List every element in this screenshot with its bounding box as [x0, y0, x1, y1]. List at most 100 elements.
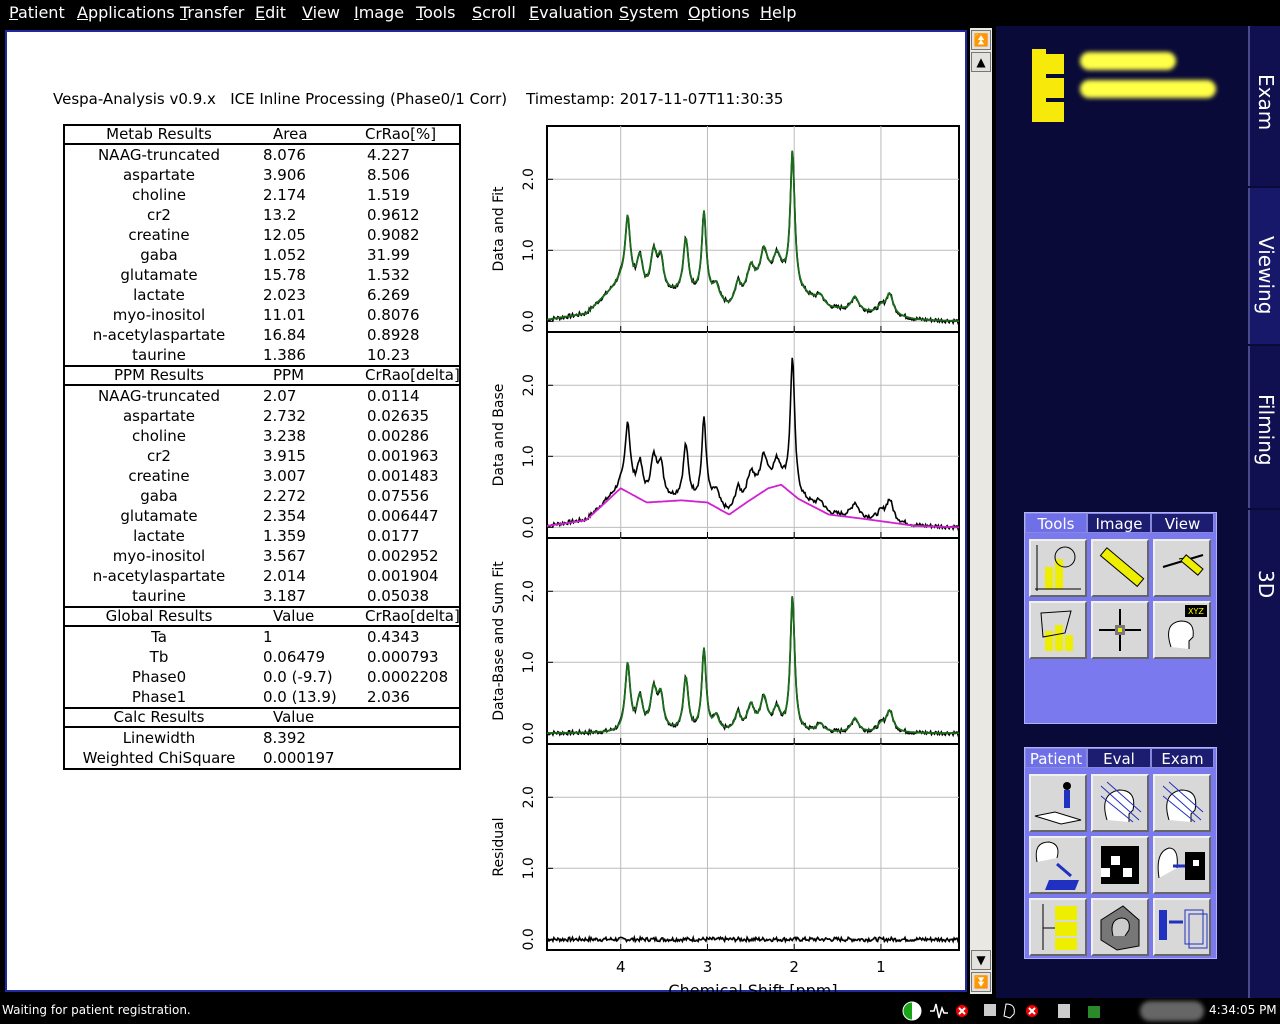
panel-tab-tools[interactable]: Tools — [1025, 513, 1087, 533]
table-section-header: Metab Results Area CrRao[%] — [65, 125, 459, 145]
menu-edit[interactable]: Edit — [255, 3, 286, 22]
exam-explorer-icon — [1162, 781, 1204, 823]
y-tick-label: 2.0 — [521, 374, 537, 396]
menu-patient[interactable]: Patient — [9, 3, 65, 22]
table-cell: myo-inositol — [112, 306, 206, 324]
menu-scroll[interactable]: Scroll — [472, 3, 516, 22]
table-cell: NAAG-truncated — [97, 387, 221, 405]
y-tick-label: 0.0 — [521, 310, 537, 332]
menu-image[interactable]: Image — [354, 3, 405, 22]
column-header: Global Results — [105, 607, 213, 625]
menu-view[interactable]: View — [302, 3, 340, 22]
table-cell: n-acetylaspartate — [92, 567, 226, 585]
angle-button[interactable] — [1153, 539, 1211, 597]
folder-tree-icon — [1042, 904, 1077, 950]
folder-tree-button[interactable] — [1029, 898, 1087, 956]
patient-registration-button[interactable] — [1029, 774, 1087, 832]
distance-button[interactable] — [1091, 539, 1149, 597]
transfer-button[interactable] — [1153, 898, 1211, 956]
panel-tab-view[interactable]: View — [1151, 513, 1214, 533]
y-tick-label: 1.0 — [521, 239, 537, 261]
y-axis-label: Residual — [491, 817, 507, 876]
menu-evaluation[interactable]: Evaluation — [529, 3, 614, 22]
patient-panel: Patient Eval Exam — [1024, 747, 1217, 959]
y-tick-label: 2.0 — [521, 168, 537, 190]
scroll-bottom-button[interactable]: ⏬ — [971, 972, 991, 992]
y-tick-label: 1.0 — [521, 651, 537, 673]
roi-statistics-button[interactable] — [1029, 539, 1087, 597]
patient-browser-button[interactable] — [1091, 774, 1149, 832]
table-row: Weighted ChiSquare 0.000197 — [65, 748, 459, 768]
table-cell: 0.8076 — [367, 306, 420, 324]
network-icon — [984, 1004, 996, 1016]
table-cell: 0.8928 — [367, 326, 420, 344]
table-cell: 15.78 — [263, 266, 306, 284]
tab-viewing[interactable]: Viewing — [1248, 188, 1280, 344]
table-section-header: PPM Results PPM CrRao[delta] — [65, 365, 460, 386]
table-cell: cr2 — [147, 206, 171, 224]
column-header: Area — [273, 125, 308, 143]
menu-help[interactable]: Help — [760, 3, 797, 22]
table-row: lactate 2.023 6.269 — [65, 285, 459, 305]
table-cell: glutamate — [120, 507, 198, 525]
table-row: NAAG-truncated 8.076 4.227 — [65, 145, 459, 165]
table-row: creatine 3.007 0.001483 — [65, 466, 459, 486]
table-cell: 0.05038 — [367, 587, 430, 605]
scroll-top-button[interactable]: ⏫ — [971, 30, 991, 50]
menu-applications[interactable]: Applications — [77, 3, 175, 22]
exam-explorer-button[interactable] — [1153, 774, 1211, 832]
column-header: Metab Results — [106, 125, 212, 143]
panel-tab-image[interactable]: Image — [1087, 513, 1151, 533]
patient-coordinates-button[interactable]: XYZ — [1153, 601, 1211, 659]
table-section-header: Global Results Value CrRao[delta] — [65, 606, 460, 627]
scroll-up-button[interactable]: ▲ — [971, 52, 991, 72]
y-axis-label: Data and Base — [491, 384, 507, 487]
tab-exam[interactable]: Exam — [1248, 26, 1280, 186]
table-row: creatine 12.05 0.9082 — [65, 225, 459, 245]
table-row: gaba 1.052 31.99 — [65, 245, 459, 265]
column-header: Value — [273, 708, 315, 726]
table-cell: 0.07556 — [367, 487, 430, 505]
table-cell: NAAG-truncated — [97, 146, 221, 164]
y-axis-label: Data-Base and Sum Fit — [491, 561, 507, 721]
folder-icon[interactable] — [1032, 73, 1064, 98]
table-row: taurine 1.386 10.23 — [65, 345, 459, 365]
tab-filming[interactable]: Filming — [1248, 346, 1280, 508]
table-cell: 0.02635 — [367, 407, 430, 425]
table-cell: 8.506 — [367, 166, 410, 184]
scroll-down-button[interactable]: ▼ — [971, 950, 991, 970]
import-button[interactable] — [1029, 836, 1087, 894]
spectrum-chart: 0.0 1.0 2.0 Data and Fit 0.0 1.0 2.0 Data and B… — [491, 125, 960, 996]
table-cell: taurine — [132, 346, 186, 364]
panel-tab-exam[interactable]: Exam — [1151, 748, 1214, 768]
table-row: aspartate 2.732 0.02635 — [65, 406, 459, 426]
y-tick-label: 1.0 — [521, 445, 537, 467]
panel-tab-patient[interactable]: Patient — [1025, 748, 1087, 768]
crosshair-button[interactable] — [1091, 601, 1149, 659]
archive-button[interactable] — [1091, 898, 1149, 956]
vertical-scrollbar[interactable]: ⏫ ▲ ▼ ⏬ — [970, 28, 992, 994]
redacted-label — [1080, 52, 1176, 70]
x-axis-label: Chemical Shift [ppm] — [668, 981, 837, 996]
table-row: Ta 1 0.4343 — [65, 627, 459, 647]
export-button[interactable] — [1153, 836, 1211, 894]
folder-icon[interactable] — [1032, 97, 1064, 122]
y-axis-label: Data and Fit — [491, 186, 507, 272]
layout-button[interactable] — [1091, 836, 1149, 894]
menu-options[interactable]: Options — [688, 3, 750, 22]
table-cell: 0.00286 — [367, 427, 430, 445]
panel-tab-eval[interactable]: Eval — [1087, 748, 1151, 768]
menu-tools[interactable]: Tools — [416, 3, 456, 22]
table-cell: 0.9612 — [367, 206, 420, 224]
folder-icon[interactable] — [1032, 49, 1064, 74]
menu-transfer[interactable]: Transfer — [180, 3, 245, 22]
table-row: taurine 3.187 0.05038 — [65, 586, 459, 606]
table-cell: 2.272 — [263, 487, 306, 505]
security-icon — [1088, 1006, 1100, 1018]
menu-system[interactable]: System — [619, 3, 679, 22]
tab-3d[interactable]: 3D — [1248, 510, 1280, 998]
table-cell: 0.0177 — [367, 527, 420, 545]
roi-histogram-button[interactable] — [1029, 601, 1087, 659]
table-row: gaba 2.272 0.07556 — [65, 486, 459, 506]
redacted-label — [1080, 80, 1216, 98]
